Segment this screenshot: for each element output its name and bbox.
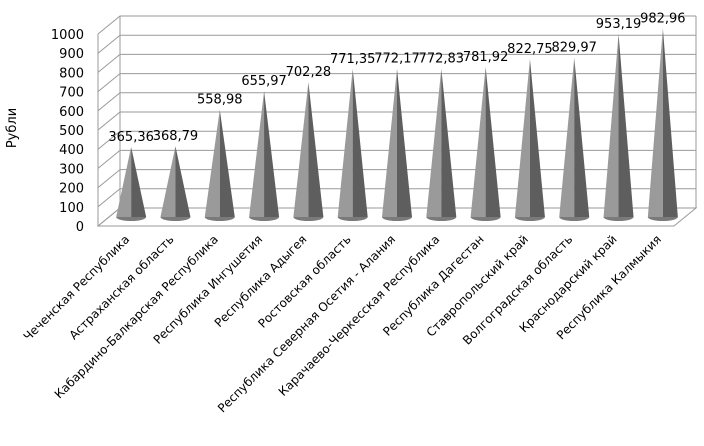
- bar-face-left: [160, 146, 176, 221]
- bar-base: [204, 217, 235, 221]
- bar-face-left: [426, 68, 442, 221]
- bar-base: [160, 217, 191, 221]
- bar: [204, 109, 235, 221]
- gridline: [97, 34, 696, 54]
- bar: [559, 57, 590, 222]
- bar: [293, 82, 324, 222]
- y-axis-title: Рубли: [5, 108, 20, 148]
- bar-face-right: [264, 91, 280, 221]
- data-label: 772,17: [374, 52, 420, 67]
- bar-face-right: [308, 82, 324, 222]
- y-tick-label: 0: [76, 220, 84, 235]
- y-tick-label: 400: [59, 143, 84, 158]
- gridline: [97, 188, 696, 208]
- data-label: 368,79: [153, 129, 199, 144]
- bar: [116, 146, 147, 221]
- y-tick-label: 100: [59, 201, 84, 216]
- gridline: [97, 53, 696, 73]
- gridline: [97, 15, 696, 35]
- gridline: [97, 169, 696, 188]
- y-tick-label: 500: [59, 124, 84, 139]
- data-label: 822,75: [507, 42, 553, 57]
- bar-face-left: [293, 82, 309, 222]
- bar-base: [293, 217, 324, 221]
- bar: [382, 68, 412, 221]
- gridline: [97, 130, 696, 150]
- bar-base: [559, 217, 590, 221]
- bar-face-right: [485, 66, 501, 221]
- bar-base: [603, 217, 634, 221]
- data-label: 558,98: [197, 93, 243, 108]
- bar-base: [337, 217, 368, 221]
- bar: [603, 33, 634, 221]
- bar: [470, 66, 501, 221]
- data-label: 771,35: [330, 52, 376, 67]
- y-tick-label: 1000: [51, 28, 84, 43]
- bar-base: [426, 217, 457, 221]
- bar: [160, 146, 191, 221]
- bar-face-left: [559, 57, 575, 222]
- bar: [647, 28, 678, 221]
- y-tick-label: 700: [59, 86, 84, 101]
- bar-base: [116, 217, 147, 221]
- data-label: 829,97: [551, 41, 597, 56]
- data-label: 365,36: [108, 130, 154, 145]
- bar-base: [514, 217, 545, 221]
- bar: [337, 68, 368, 221]
- bar-base: [249, 217, 280, 221]
- data-label: 772,83: [419, 52, 465, 67]
- data-label: 702,28: [286, 65, 332, 80]
- bar-face-right: [441, 68, 457, 221]
- gridline: [97, 73, 696, 92]
- bar-face-right: [529, 59, 545, 222]
- bar-face-right: [662, 28, 678, 221]
- x-tick-label: Карачаево-Черкесская Республика: [276, 232, 443, 399]
- bar-base: [647, 217, 678, 221]
- bar-base: [382, 217, 412, 221]
- bar-face-left: [514, 59, 530, 222]
- bar-face-right: [618, 33, 634, 221]
- bar-face-right: [352, 68, 368, 221]
- data-label: 781,92: [463, 50, 509, 65]
- data-label: 953,19: [596, 17, 642, 32]
- bar: [426, 68, 457, 221]
- gridline: [97, 92, 696, 112]
- y-tick-label: 300: [59, 162, 84, 177]
- bar-face-right: [397, 68, 412, 221]
- y-tick-label: 900: [59, 47, 84, 62]
- data-label: 982,96: [640, 11, 686, 26]
- bar-face-right: [175, 146, 191, 221]
- gridline: [97, 149, 696, 169]
- bar-face-left: [116, 146, 132, 221]
- bar-face-left: [647, 28, 663, 221]
- bar-face-left: [337, 68, 353, 221]
- y-tick-label: 200: [59, 182, 84, 197]
- bar-base: [470, 217, 501, 221]
- bar: [514, 59, 545, 222]
- bar-face-right: [574, 57, 590, 222]
- bar-face-left: [204, 109, 220, 221]
- gridline: [97, 111, 696, 131]
- bar: [249, 91, 280, 221]
- bar-face-left: [382, 68, 397, 221]
- y-tick-label: 800: [59, 66, 84, 81]
- bar-face-right: [219, 109, 235, 221]
- bar-face-left: [603, 33, 619, 221]
- bar-face-right: [131, 146, 147, 221]
- x-tick-label: Кабардино-Балкарская Республика: [52, 232, 221, 401]
- data-label: 655,97: [241, 74, 287, 89]
- y-tick-label: 600: [59, 105, 84, 120]
- bar-face-left: [470, 66, 486, 221]
- bar-face-left: [249, 91, 265, 221]
